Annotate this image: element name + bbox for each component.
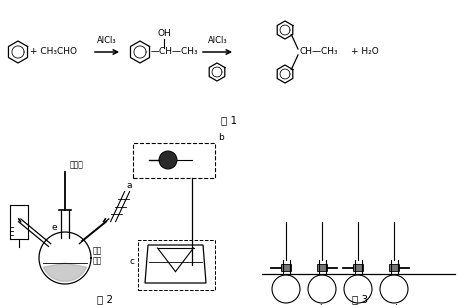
Text: + CH₃CHO: + CH₃CHO xyxy=(30,48,77,56)
Text: —CH—CH₃: —CH—CH₃ xyxy=(151,48,199,56)
Text: CH—CH₃: CH—CH₃ xyxy=(299,48,338,56)
Text: a: a xyxy=(126,181,132,190)
Text: d: d xyxy=(391,304,397,305)
Text: 图 1: 图 1 xyxy=(221,115,237,125)
Text: e: e xyxy=(51,224,57,232)
Text: AlCl₃: AlCl₃ xyxy=(207,36,227,45)
Text: AlCl₃: AlCl₃ xyxy=(97,36,117,45)
Text: + H₂O: + H₂O xyxy=(351,48,379,56)
Circle shape xyxy=(159,151,177,169)
Text: b: b xyxy=(319,304,325,305)
Text: 搅拌器: 搅拌器 xyxy=(70,160,84,169)
Text: b: b xyxy=(218,134,224,142)
Bar xyxy=(281,264,291,271)
Text: c: c xyxy=(129,257,134,267)
Text: 三口
烧瓶: 三口 烧瓶 xyxy=(93,246,102,266)
Bar xyxy=(317,264,327,271)
Text: c: c xyxy=(355,304,360,305)
Bar xyxy=(389,264,399,271)
Bar xyxy=(353,264,363,271)
Polygon shape xyxy=(44,263,87,282)
Text: a: a xyxy=(283,304,289,305)
Text: 图 3: 图 3 xyxy=(352,294,368,304)
Text: 图 2: 图 2 xyxy=(97,294,113,304)
Text: OH: OH xyxy=(157,29,171,38)
